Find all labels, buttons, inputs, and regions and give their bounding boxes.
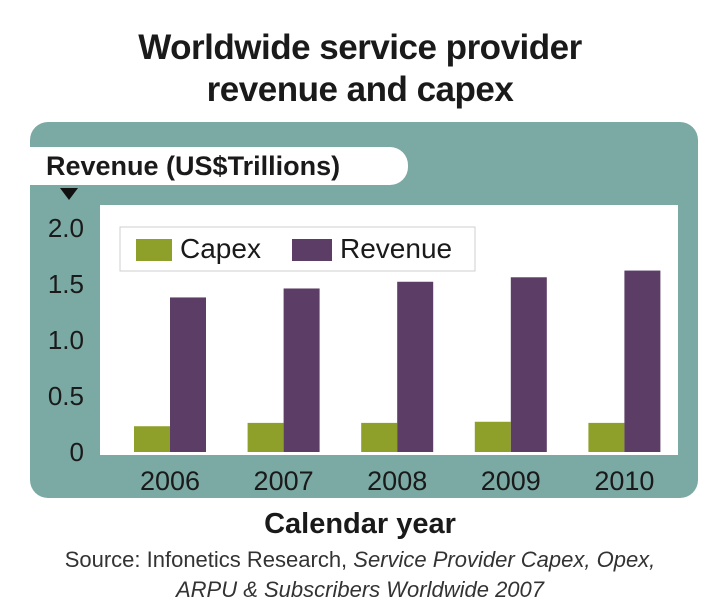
y-axis-arrow-icon bbox=[60, 188, 78, 200]
bar-revenue-2008 bbox=[397, 281, 434, 452]
x-tick-label: 2008 bbox=[367, 466, 427, 496]
bar-capex-2007 bbox=[247, 422, 284, 452]
y-axis-label: Revenue (US$Trillions) bbox=[46, 151, 341, 181]
bar-revenue-2007 bbox=[283, 288, 320, 452]
legend-label-revenue: Revenue bbox=[340, 233, 452, 264]
y-tick-label: 2.0 bbox=[48, 213, 84, 243]
y-tick-label: 1.5 bbox=[48, 269, 84, 299]
legend-swatch-revenue bbox=[292, 239, 332, 261]
x-tick-label: 2006 bbox=[140, 466, 200, 496]
bar-revenue-2009 bbox=[510, 277, 547, 452]
bar-capex-2008 bbox=[361, 422, 398, 452]
bar-capex-2009 bbox=[474, 421, 511, 452]
source-line-1: Source: Infonetics Research, Service Pro… bbox=[0, 546, 720, 574]
x-tick-label: 2009 bbox=[481, 466, 541, 496]
bars bbox=[134, 270, 661, 452]
legend: Capex Revenue bbox=[119, 226, 476, 272]
legend-label-capex: Capex bbox=[180, 233, 261, 264]
x-axis-label: Calendar year bbox=[264, 508, 456, 540]
y-axis: 0 0.5 1.0 1.5 2.0 bbox=[48, 213, 84, 467]
source-line-2: ARPU & Subscribers Worldwide 2007 bbox=[0, 576, 720, 604]
legend-swatch-capex bbox=[136, 239, 172, 261]
bar-capex-2010 bbox=[588, 422, 625, 452]
x-tick-label: 2007 bbox=[254, 466, 314, 496]
bar-capex-2006 bbox=[134, 426, 170, 452]
chart-title-line-1: Worldwide service provider bbox=[138, 28, 582, 67]
y-tick-label: 0.5 bbox=[48, 381, 84, 411]
y-tick-label: 0 bbox=[70, 437, 84, 467]
y-axis-label-tab bbox=[30, 147, 408, 185]
x-tick-label: 2010 bbox=[594, 466, 654, 496]
y-tick-label: 1.0 bbox=[48, 325, 84, 355]
bar-revenue-2006 bbox=[170, 297, 206, 452]
bar-revenue-2010 bbox=[624, 270, 661, 452]
source-title-part-1: Service Provider Capex, Opex, bbox=[353, 547, 656, 572]
source-prefix: Source: Infonetics Research, bbox=[64, 547, 354, 572]
source-title-part-2: ARPU & Subscribers Worldwide 2007 bbox=[175, 577, 545, 602]
chart-title-line-2: revenue and capex bbox=[206, 70, 514, 109]
x-axis: 2006 2007 2008 2009 2010 bbox=[140, 466, 654, 496]
